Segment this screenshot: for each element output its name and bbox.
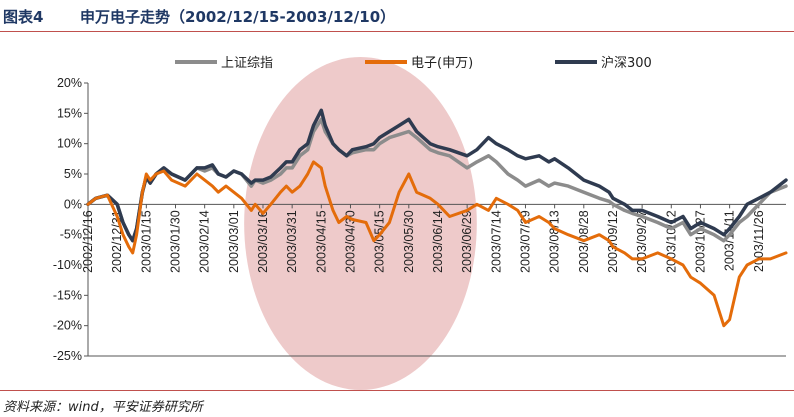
y-tick-label: 0% bbox=[64, 197, 82, 211]
x-tick-label: 2003/02/14 bbox=[198, 210, 212, 273]
x-tick-label: 2003/04/15 bbox=[314, 210, 328, 273]
x-tick-label: 2003/10/27 bbox=[693, 210, 707, 273]
legend: 上证综指 电子(申万) 沪深300 bbox=[175, 55, 652, 71]
x-tick-label: 2003/03/16 bbox=[256, 210, 270, 273]
x-tick-label: 2002/12/16 bbox=[81, 210, 95, 273]
x-tick-label: 2003/11/26 bbox=[752, 210, 766, 272]
legend-label: 电子(申万) bbox=[411, 56, 473, 71]
y-tick-label: -15% bbox=[53, 288, 82, 302]
series-line-1 bbox=[86, 160, 788, 328]
x-tick-label: 2003/05/30 bbox=[402, 210, 416, 273]
x-tick-label: 2003/01/30 bbox=[168, 210, 182, 273]
y-tick-label: 5% bbox=[64, 167, 82, 181]
x-tick-label: 2003/07/14 bbox=[489, 210, 503, 273]
x-tick-label: 2003/06/14 bbox=[431, 210, 445, 273]
y-tick-labels: -25% -20% -15% -10% -5% 0% 5% 10% 15% 20% bbox=[53, 76, 88, 363]
legend-label: 沪深300 bbox=[601, 55, 652, 71]
series-line-2 bbox=[86, 108, 788, 243]
x-tick-label: 2003/04/30 bbox=[343, 210, 357, 273]
figure-title: 申万电子走势（2002/12/15-2003/12/10） bbox=[80, 8, 396, 26]
series-lines bbox=[86, 108, 788, 328]
footer-rule bbox=[0, 390, 794, 391]
x-tick-label: 2003/06/29 bbox=[460, 210, 474, 273]
y-tick-label: -20% bbox=[53, 319, 82, 333]
x-tick-label: 2003/09/12 bbox=[606, 210, 620, 273]
line-chart: -25% -20% -15% -10% -5% 0% 5% 10% 15% 20% 2002/12… bbox=[53, 55, 788, 390]
figure-label: 图表4 bbox=[3, 8, 44, 26]
y-tick-label: -10% bbox=[53, 258, 82, 272]
y-tick-label: 10% bbox=[57, 137, 82, 151]
legend-label: 上证综指 bbox=[221, 56, 273, 71]
x-tick-label: 2003/05/15 bbox=[373, 210, 387, 273]
x-tick-label: 2003/08/13 bbox=[548, 210, 562, 273]
y-tick-label: -5% bbox=[60, 228, 82, 242]
x-tick-label: 2003/03/01 bbox=[227, 210, 241, 273]
x-tick-labels: 2002/12/16 2002/12/31 2003/01/15 2003/01/30… bbox=[81, 204, 766, 273]
x-tick-label: 2003/03/31 bbox=[285, 210, 299, 273]
y-tick-label: 15% bbox=[57, 106, 82, 120]
y-tick-label: 20% bbox=[57, 76, 82, 90]
source-note: 资料来源：wind，平安证券研究所 bbox=[3, 400, 203, 415]
y-tick-label: -25% bbox=[53, 349, 82, 363]
x-tick-label: 2003/01/15 bbox=[139, 210, 153, 273]
figure-header: 图表4 申万电子走势（2002/12/15-2003/12/10） bbox=[0, 0, 794, 32]
x-tick-label: 2003/07/29 bbox=[518, 210, 532, 273]
